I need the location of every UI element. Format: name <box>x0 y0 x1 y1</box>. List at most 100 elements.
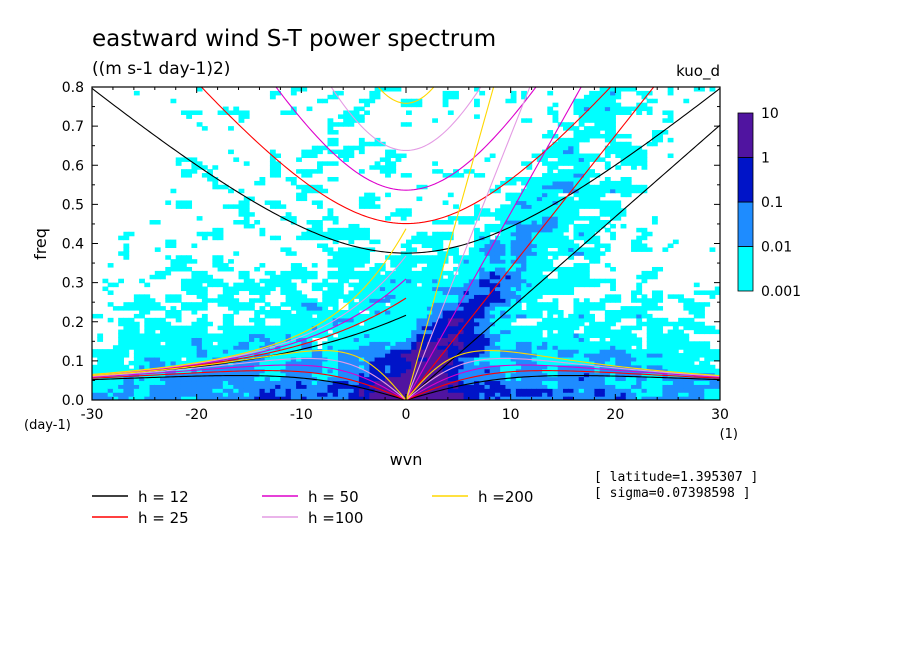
field-cell <box>222 263 229 268</box>
field-cell <box>573 313 580 319</box>
field-cell <box>442 173 449 178</box>
field-cell <box>547 360 554 366</box>
colorbar-label: 0.01 <box>761 240 792 256</box>
field-cell <box>494 333 501 338</box>
field-cell <box>583 310 590 315</box>
field-cell <box>599 251 606 256</box>
field-cell <box>531 302 538 307</box>
field-cell <box>583 302 590 307</box>
field-cell <box>594 184 601 190</box>
field-cell <box>484 310 491 315</box>
field-cell <box>458 372 465 378</box>
field-cell <box>343 122 350 127</box>
field-cell <box>437 220 444 225</box>
field-cell <box>547 188 554 194</box>
field-cell <box>568 212 575 217</box>
field-cell <box>160 353 166 358</box>
field-cell <box>594 345 601 350</box>
field-cell <box>463 298 470 303</box>
field-cell <box>306 270 313 276</box>
field-cell <box>468 345 475 350</box>
field-cell <box>662 360 669 366</box>
field-cell <box>421 384 428 389</box>
field-cell <box>222 282 229 288</box>
field-cell <box>222 364 229 370</box>
field-cell <box>573 106 580 112</box>
field-cell <box>123 325 130 331</box>
field-cell <box>327 176 334 182</box>
field-cell <box>505 243 512 249</box>
field-cell <box>510 94 517 100</box>
field-cell <box>568 313 575 319</box>
field-cell <box>474 396 480 400</box>
field-cell <box>416 372 423 378</box>
field-cell <box>442 294 449 299</box>
field-cell <box>704 290 711 295</box>
field-cell <box>343 157 350 162</box>
field-cell <box>672 345 679 350</box>
field-cell <box>128 306 135 311</box>
field-cell <box>531 325 538 331</box>
field-cell <box>180 286 187 292</box>
field-cell <box>426 294 433 299</box>
field-cell <box>343 341 350 346</box>
y-tick-label: 0.7 <box>62 119 84 135</box>
field-cell <box>568 220 575 225</box>
field-cell <box>348 392 355 397</box>
field-cell <box>610 102 616 108</box>
field-cell <box>563 396 569 400</box>
field-cell <box>500 216 507 221</box>
field-cell <box>657 333 664 338</box>
field-cell <box>631 341 637 346</box>
field-cell <box>322 376 329 382</box>
field-cell <box>484 247 491 252</box>
field-cell <box>604 278 611 284</box>
field-cell <box>154 317 161 323</box>
field-cell <box>526 306 533 311</box>
field-cell <box>573 235 580 241</box>
field-cell <box>589 223 595 229</box>
field-cell <box>615 149 622 155</box>
field-cell <box>301 294 308 299</box>
field-cell <box>154 341 161 346</box>
field-cell <box>290 364 297 370</box>
field-cell <box>254 266 261 272</box>
field-cell <box>180 255 187 260</box>
field-cell <box>400 173 407 178</box>
field-cell <box>636 337 643 342</box>
field-cell <box>432 384 438 389</box>
field-cell <box>390 310 397 315</box>
field-cell <box>683 302 690 307</box>
field-cell <box>249 317 255 323</box>
field-cell <box>568 356 575 362</box>
field-cell <box>317 380 323 385</box>
field-cell <box>583 266 590 272</box>
field-cell <box>500 208 507 213</box>
field-cell <box>563 176 569 182</box>
field-cell <box>531 220 538 225</box>
field-cell <box>594 106 601 112</box>
field-cell <box>468 341 475 346</box>
field-cell <box>594 376 601 382</box>
field-cell <box>683 345 690 350</box>
field-cell <box>463 302 470 307</box>
field-cell <box>406 325 412 331</box>
field-cell <box>269 380 276 385</box>
field-cell <box>625 313 632 319</box>
field-cell <box>547 356 554 362</box>
field-cell <box>358 114 365 119</box>
field-cell <box>374 325 381 331</box>
field-cell <box>285 325 292 331</box>
field-cell <box>280 396 287 400</box>
field-cell <box>620 141 627 147</box>
field-cell <box>599 384 606 389</box>
field-cell <box>306 337 313 342</box>
field-cell <box>521 247 527 252</box>
field-cell <box>421 243 428 249</box>
field-cell <box>526 270 533 276</box>
field-cell <box>348 235 355 241</box>
field-cell <box>494 290 501 295</box>
field-cell <box>217 368 224 374</box>
field-cell <box>521 220 527 225</box>
field-cell <box>374 345 381 350</box>
